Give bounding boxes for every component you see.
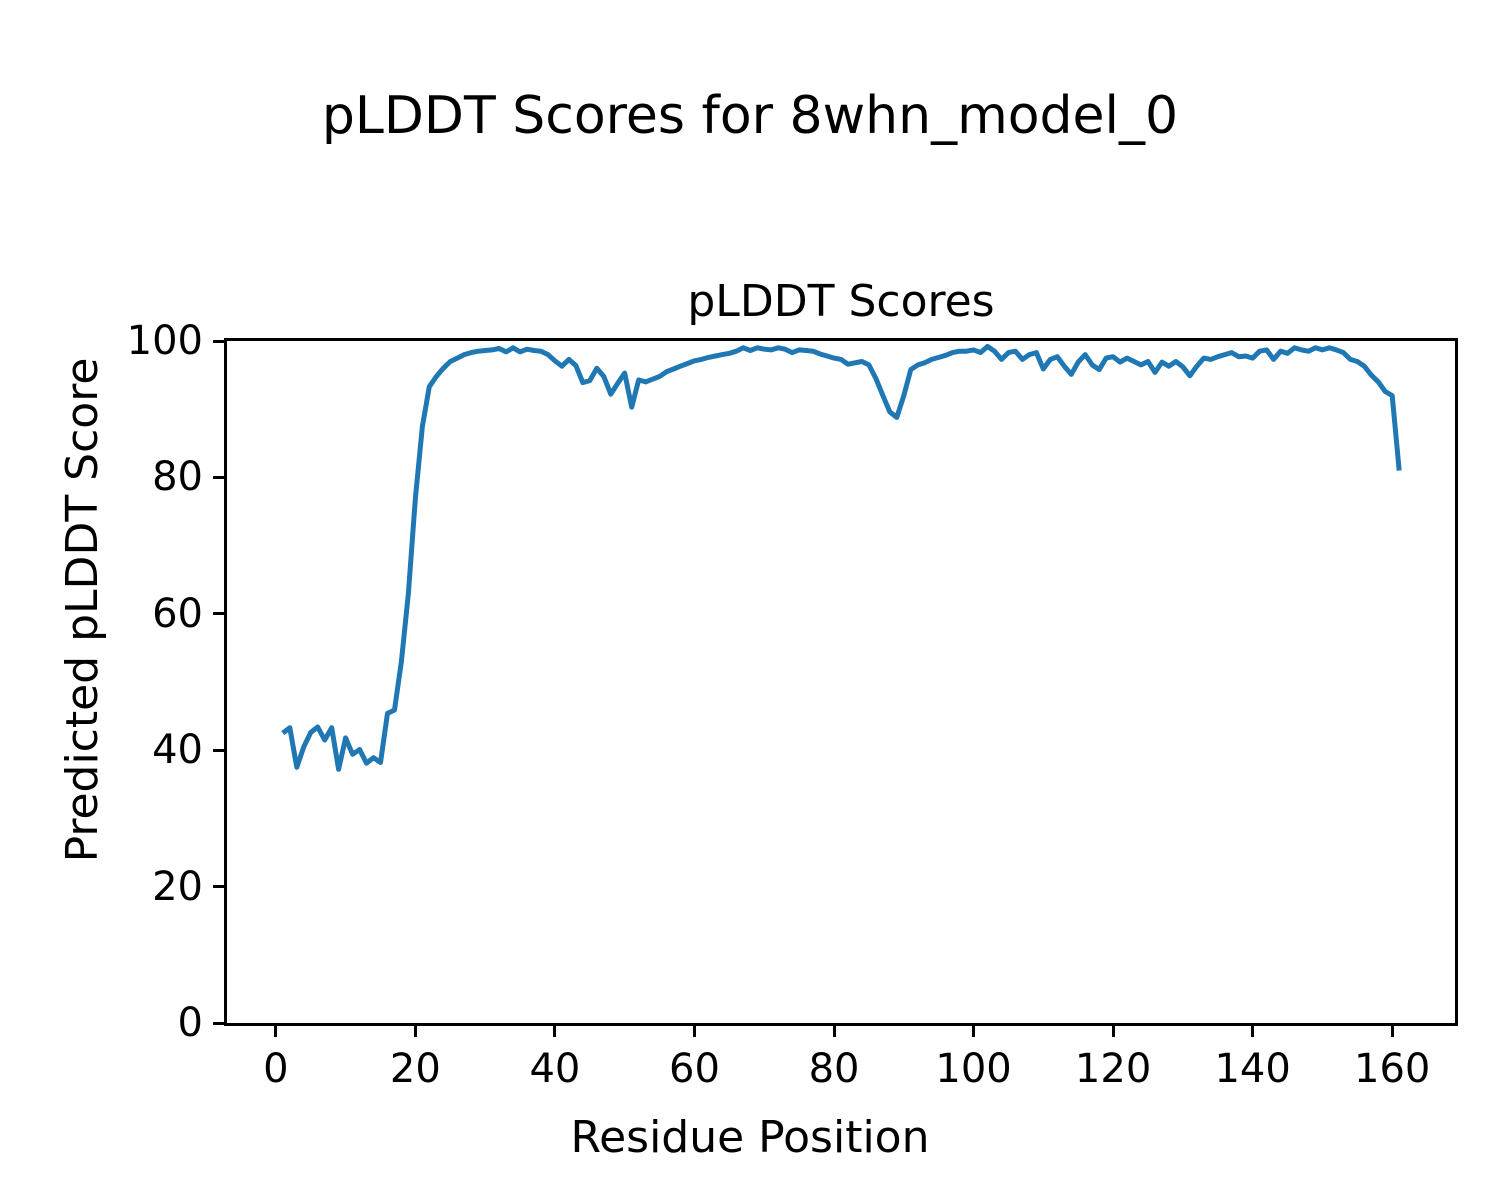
y-tick-label: 60 <box>152 590 203 637</box>
y-tick <box>213 612 227 616</box>
x-tick-label: 160 <box>1354 1046 1431 1092</box>
axes-title: pLDDT Scores <box>687 276 995 327</box>
x-tick-label: 80 <box>808 1046 860 1092</box>
x-tick <box>692 1023 696 1037</box>
y-tick <box>213 1021 227 1025</box>
y-tick <box>213 748 227 752</box>
y-tick <box>213 475 227 479</box>
x-tick-label: 140 <box>1214 1046 1291 1092</box>
figure-title: pLDDT Scores for 8whn_model_0 <box>321 86 1179 146</box>
y-tick-label: 80 <box>152 454 203 501</box>
x-tick <box>972 1023 976 1037</box>
y-tick-label: 100 <box>126 318 203 364</box>
plot-area <box>224 338 1458 1026</box>
x-tick <box>1111 1023 1115 1037</box>
plot-svg <box>281 344 1402 772</box>
x-tick-label: 120 <box>1074 1046 1152 1092</box>
x-tick-label: 100 <box>935 1046 1012 1092</box>
y-tick-label: 0 <box>177 1000 203 1046</box>
x-tick <box>553 1023 557 1037</box>
x-tick-label: 0 <box>263 1046 289 1092</box>
x-tick-label: 60 <box>669 1046 720 1092</box>
y-tick <box>213 339 227 343</box>
x-tick <box>274 1023 278 1037</box>
plddt-line <box>281 344 1402 772</box>
x-tick <box>413 1023 417 1037</box>
y-tick-label: 40 <box>152 727 203 774</box>
x-tick-label: 40 <box>529 1046 581 1092</box>
y-axis-label: Predicted pLDDT Score <box>57 357 108 863</box>
x-tick-label: 20 <box>389 1046 441 1092</box>
x-tick <box>1251 1023 1255 1037</box>
x-axis-label: Residue Position <box>570 1112 930 1163</box>
x-tick <box>1390 1023 1394 1037</box>
y-tick-label: 20 <box>152 863 203 910</box>
y-tick <box>213 885 227 889</box>
x-tick <box>832 1023 836 1037</box>
